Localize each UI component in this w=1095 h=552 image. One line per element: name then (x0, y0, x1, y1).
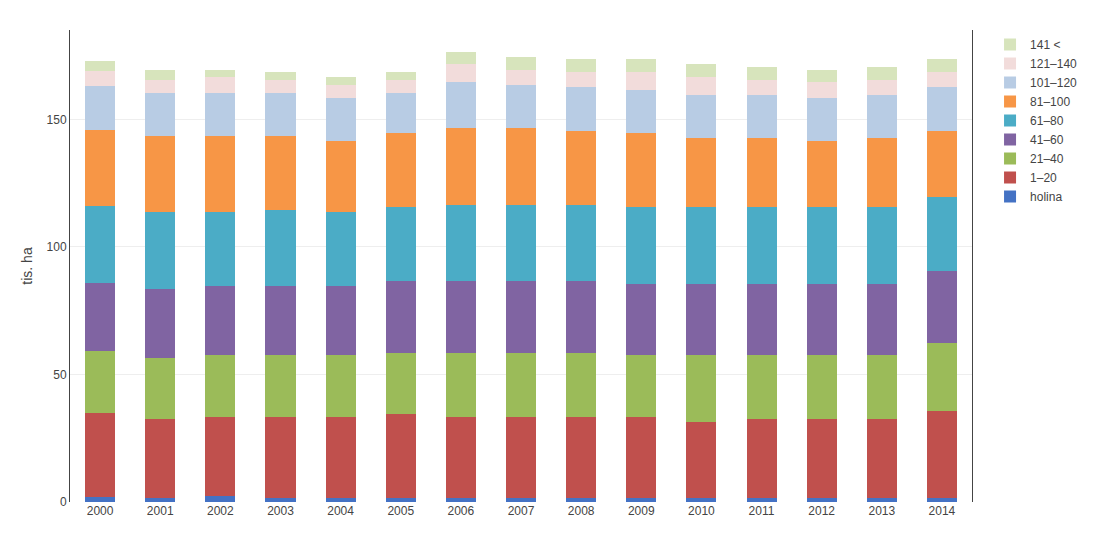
svg-text:21–40: 21–40 (1030, 152, 1064, 166)
svg-text:2012: 2012 (808, 504, 835, 518)
svg-text:2008: 2008 (568, 504, 595, 518)
svg-text:2009: 2009 (628, 504, 655, 518)
svg-text:2010: 2010 (688, 504, 715, 518)
svg-text:101–120: 101–120 (1030, 76, 1077, 90)
svg-text:41–60: 41–60 (1030, 133, 1064, 147)
svg-text:100: 100 (47, 240, 67, 254)
svg-text:50: 50 (53, 368, 67, 382)
svg-text:tis. ha: tis. ha (19, 247, 35, 285)
svg-text:2004: 2004 (327, 504, 354, 518)
svg-text:0: 0 (60, 495, 67, 509)
svg-text:81–100: 81–100 (1030, 95, 1070, 109)
svg-text:2007: 2007 (508, 504, 535, 518)
svg-text:2013: 2013 (868, 504, 895, 518)
svg-text:150: 150 (47, 113, 67, 127)
svg-text:2006: 2006 (448, 504, 475, 518)
svg-text:holina: holina (1030, 190, 1062, 204)
svg-text:141 <: 141 < (1030, 38, 1060, 52)
svg-text:61–80: 61–80 (1030, 114, 1064, 128)
svg-text:2011: 2011 (749, 504, 775, 518)
svg-text:2000: 2000 (87, 504, 114, 518)
svg-text:2014: 2014 (929, 504, 956, 518)
svg-text:2003: 2003 (267, 504, 294, 518)
svg-text:2002: 2002 (207, 504, 234, 518)
svg-text:1–20: 1–20 (1030, 171, 1057, 185)
svg-text:121–140: 121–140 (1030, 57, 1077, 71)
svg-text:2001: 2001 (147, 504, 174, 518)
svg-text:2005: 2005 (387, 504, 414, 518)
